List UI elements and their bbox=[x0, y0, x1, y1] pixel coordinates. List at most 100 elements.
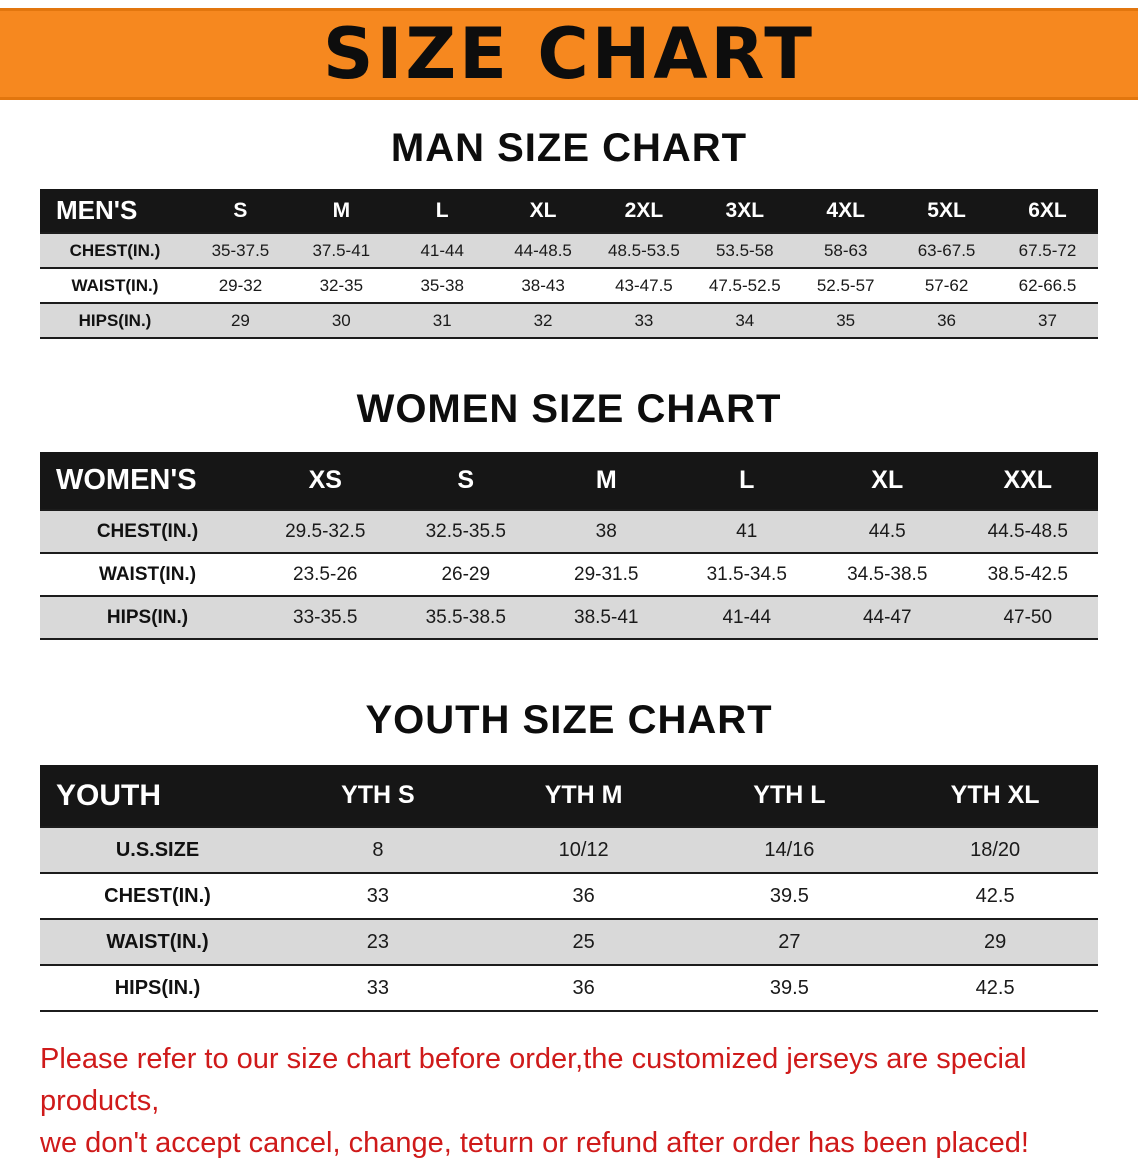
cell-value: 35-37.5 bbox=[211, 240, 270, 260]
table-row: HIPS(IN.) 33 36 39.5 42.5 bbox=[40, 965, 1098, 1011]
header-row: WOMEN'S XS S M L XL XXL bbox=[40, 452, 1098, 510]
cell-value: 29 bbox=[984, 930, 1007, 953]
cell-value: 35-38 bbox=[420, 275, 464, 295]
row-label: HIPS(IN.) bbox=[106, 606, 189, 628]
column-header: 3XL bbox=[694, 189, 796, 233]
row-label: CHEST(IN.) bbox=[104, 884, 211, 907]
cell-value: 47.5-52.5 bbox=[708, 275, 781, 295]
cell-value: 42.5 bbox=[975, 884, 1015, 907]
cell-value: 62-66.5 bbox=[1018, 275, 1077, 295]
cell-value: 67.5-72 bbox=[1018, 240, 1077, 260]
cell-value: 25 bbox=[572, 930, 595, 953]
cell-value: 32 bbox=[533, 310, 553, 330]
row-label: HIPS(IN.) bbox=[78, 310, 152, 330]
cell-value: 35 bbox=[836, 310, 856, 330]
cell-value: 8 bbox=[372, 838, 384, 861]
youth-section-heading: YOUTH SIZE CHART bbox=[365, 698, 773, 742]
cell-value: 39.5 bbox=[769, 884, 809, 907]
cell-value: 36 bbox=[572, 884, 595, 907]
cell-value: 34.5-38.5 bbox=[847, 563, 928, 585]
mens-size-table: MEN'S S M L XL 2XL 3XL 4XL 5XL 6XL CHEST(IN.) 35-37… bbox=[40, 189, 1098, 339]
cell-value: 29-31.5 bbox=[574, 563, 639, 585]
column-header: XS bbox=[255, 452, 396, 510]
title-banner: SIZE CHART bbox=[0, 8, 1138, 100]
column-header: 2XL bbox=[593, 189, 695, 233]
cell-value: 23.5-26 bbox=[293, 563, 358, 585]
cell-value: 38 bbox=[595, 520, 617, 542]
cell-value: 52.5-57 bbox=[816, 275, 875, 295]
cell-value: 10/12 bbox=[558, 838, 609, 861]
cell-value: 44.5 bbox=[868, 520, 906, 542]
womens-section: WOMEN SIZE CHART WOMEN'S XS S M L XL XXL CHEST(… bbox=[0, 387, 1138, 640]
cell-value: 37.5-41 bbox=[312, 240, 371, 260]
cell-value: 14/16 bbox=[764, 838, 815, 861]
column-header: S bbox=[190, 189, 291, 233]
row-label: WAIST(IN.) bbox=[98, 563, 197, 585]
cell-value: 63-67.5 bbox=[917, 240, 976, 260]
mens-section-heading: MAN SIZE CHART bbox=[390, 126, 748, 170]
column-header: XL bbox=[492, 189, 594, 233]
cell-value: 23 bbox=[366, 930, 389, 953]
header-row: YOUTH YTH S YTH M YTH L YTH XL bbox=[40, 765, 1098, 827]
cell-value: 48.5-53.5 bbox=[608, 240, 680, 260]
cell-value: 38.5-41 bbox=[574, 606, 639, 628]
cell-value: 31 bbox=[432, 310, 452, 330]
column-header: 5XL bbox=[896, 189, 997, 233]
disclaimer-line-1: Please refer to our size chart before or… bbox=[40, 1043, 1027, 1118]
column-header: 4XL bbox=[795, 189, 897, 233]
cell-value: 35.5-38.5 bbox=[425, 606, 506, 628]
row-label: WAIST(IN.) bbox=[106, 930, 209, 953]
cell-value: 41 bbox=[736, 520, 758, 542]
cell-value: 34 bbox=[735, 310, 755, 330]
column-header: 6XL bbox=[997, 189, 1098, 233]
cell-value: 38-43 bbox=[521, 275, 565, 295]
cell-value: 47-50 bbox=[1003, 606, 1053, 628]
table-row: WAIST(IN.) 23.5-26 26-29 29-31.5 31.5-34.5 34… bbox=[40, 553, 1098, 596]
cell-value: 37 bbox=[1038, 310, 1057, 330]
column-header: S bbox=[395, 452, 536, 510]
cell-value: 33-35.5 bbox=[293, 606, 358, 628]
column-header: YTH L bbox=[686, 765, 893, 827]
row-label: WAIST(IN.) bbox=[71, 275, 159, 295]
cell-value: 29 bbox=[230, 310, 250, 330]
disclaimer-notice: Please refer to our size chart before or… bbox=[0, 1012, 1138, 1164]
table-row: U.S.SIZE 8 10/12 14/16 18/20 bbox=[40, 827, 1098, 873]
table-row: CHEST(IN.) 35-37.5 37.5-41 41-44 44-48.5 48.5… bbox=[40, 233, 1098, 268]
cell-value: 29-32 bbox=[218, 275, 263, 295]
cell-value: 26-29 bbox=[441, 563, 491, 585]
cell-value: 38.5-42.5 bbox=[987, 563, 1068, 585]
row-label: U.S.SIZE bbox=[115, 838, 200, 861]
womens-section-heading: WOMEN SIZE CHART bbox=[356, 387, 782, 431]
cell-value: 57-62 bbox=[924, 275, 969, 295]
cell-value: 33 bbox=[366, 884, 389, 907]
size-chart-page: SIZE CHART MAN SIZE CHART MEN'S S M L XL 2XL 3… bbox=[0, 8, 1138, 1164]
cell-value: 58-63 bbox=[823, 240, 868, 260]
row-label: HIPS(IN.) bbox=[114, 976, 201, 999]
column-header: YTH S bbox=[275, 765, 481, 827]
page-title: SIZE CHART bbox=[322, 13, 816, 95]
cell-value: 39.5 bbox=[769, 976, 809, 999]
cell-value: 36 bbox=[937, 310, 957, 330]
table-title: MEN'S bbox=[40, 189, 190, 233]
cell-value: 41-44 bbox=[722, 606, 772, 628]
column-header: M bbox=[290, 189, 392, 233]
table-row: CHEST(IN.) 33 36 39.5 42.5 bbox=[40, 873, 1098, 919]
cell-value: 44.5-48.5 bbox=[987, 520, 1068, 542]
cell-value: 29.5-32.5 bbox=[285, 520, 366, 542]
table-row: HIPS(IN.) 33-35.5 35.5-38.5 38.5-41 41-44 44-… bbox=[40, 596, 1098, 639]
table-title: WOMEN'S bbox=[40, 452, 255, 510]
youth-section: YOUTH SIZE CHART YOUTH YTH S YTH M YTH L YTH… bbox=[0, 698, 1138, 1012]
cell-value: 27 bbox=[778, 930, 801, 953]
cell-value: 32-35 bbox=[319, 275, 364, 295]
cell-value: 42.5 bbox=[975, 976, 1015, 999]
table-row: HIPS(IN.) 29 30 31 32 33 34 35 36 37 bbox=[40, 303, 1098, 338]
table-title: YOUTH bbox=[40, 765, 275, 827]
table-row: WAIST(IN.) 23 25 27 29 bbox=[40, 919, 1098, 965]
cell-value: 43-47.5 bbox=[615, 275, 673, 295]
row-label: CHEST(IN.) bbox=[96, 520, 199, 542]
cell-value: 32.5-35.5 bbox=[425, 520, 506, 542]
column-header: L bbox=[676, 452, 817, 510]
cell-value: 53.5-58 bbox=[715, 240, 774, 260]
header-row: MEN'S S M L XL 2XL 3XL 4XL 5XL 6XL bbox=[40, 189, 1098, 233]
cell-value: 33 bbox=[366, 976, 389, 999]
